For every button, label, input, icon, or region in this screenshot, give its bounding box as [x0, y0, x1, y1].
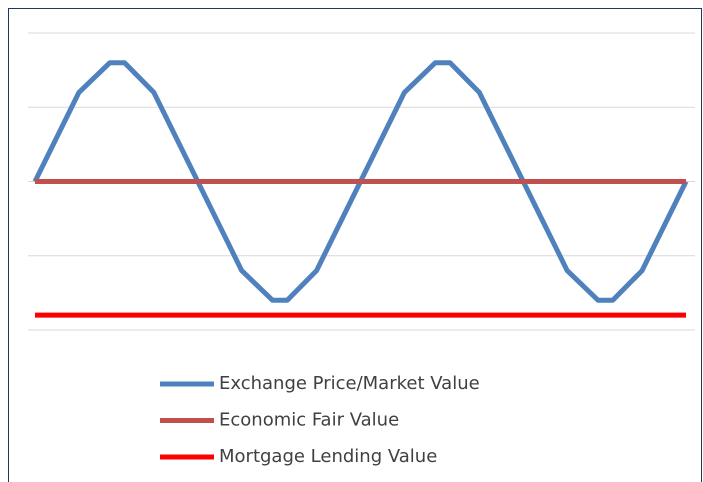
- legend-label: Exchange Price/Market Value: [219, 373, 480, 394]
- legend-label: Mortgage Lending Value: [219, 446, 437, 467]
- legend-label: Economic Fair Value: [219, 410, 399, 431]
- chart-frame: [8, 8, 702, 482]
